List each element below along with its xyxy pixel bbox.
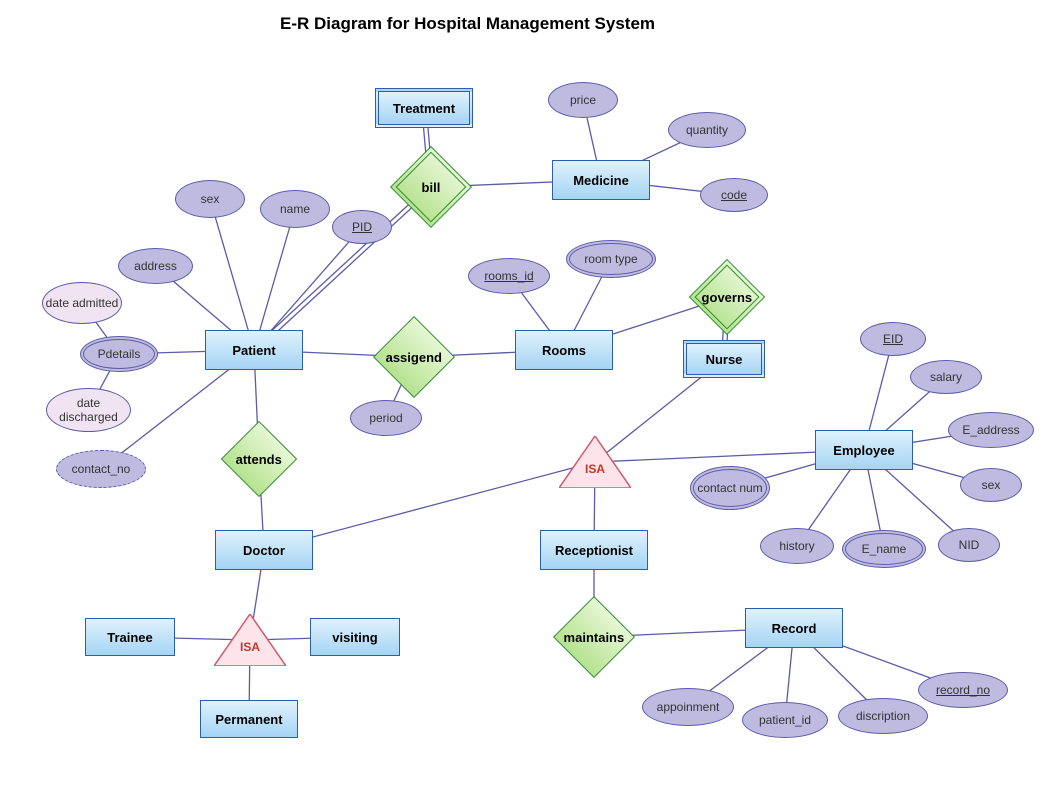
entity-label: Record bbox=[772, 621, 817, 636]
attribute-label: E_address bbox=[962, 423, 1019, 437]
relationship-maintains: maintains bbox=[553, 596, 635, 678]
entity-receptionist: Receptionist bbox=[540, 530, 648, 570]
relationship-assigend: assigend bbox=[373, 316, 455, 398]
attribute-label: price bbox=[570, 93, 596, 107]
attribute-pdetails: Pdetails bbox=[80, 336, 158, 372]
entity-patient: Patient bbox=[205, 330, 303, 370]
entity-label: Permanent bbox=[215, 712, 282, 727]
entity-permanent: Permanent bbox=[200, 700, 298, 738]
relationship-label: assigend bbox=[386, 350, 442, 365]
attribute-e_name: E_name bbox=[842, 530, 926, 568]
attribute-label: sex bbox=[201, 192, 220, 206]
entity-label: Medicine bbox=[573, 173, 629, 188]
relationship-bill: bill bbox=[390, 146, 472, 228]
attribute-pid: PID bbox=[332, 210, 392, 244]
entity-label: visiting bbox=[332, 630, 378, 645]
attribute-label: code bbox=[721, 188, 747, 202]
attribute-eid: EID bbox=[860, 322, 926, 356]
attribute-appoinment: appoinment bbox=[642, 688, 734, 726]
attribute-label: rooms_id bbox=[484, 269, 533, 283]
attribute-label: name bbox=[280, 202, 310, 216]
entity-visiting: visiting bbox=[310, 618, 400, 656]
attribute-code: code bbox=[700, 178, 768, 212]
relationship-label: governs bbox=[702, 289, 753, 304]
relationship-label: maintains bbox=[564, 630, 625, 645]
entity-treatment: Treatment bbox=[375, 88, 473, 128]
attribute-contact_num: contact num bbox=[690, 466, 770, 510]
entity-nurse: Nurse bbox=[683, 340, 765, 378]
entity-rooms: Rooms bbox=[515, 330, 613, 370]
attribute-rooms_id: rooms_id bbox=[468, 258, 550, 294]
entity-record: Record bbox=[745, 608, 843, 648]
relationship-label: bill bbox=[422, 180, 441, 195]
attribute-label: NID bbox=[959, 538, 980, 552]
entity-label: Nurse bbox=[706, 352, 743, 367]
attribute-address: address bbox=[118, 248, 193, 284]
attribute-label: EID bbox=[883, 332, 903, 346]
attribute-label: quantity bbox=[686, 123, 728, 137]
diagram-title: E-R Diagram for Hospital Management Syst… bbox=[280, 14, 655, 34]
attribute-contact_no: contact_no bbox=[56, 450, 146, 488]
attribute-label: contact num bbox=[697, 481, 762, 495]
attribute-label: record_no bbox=[936, 683, 990, 697]
attribute-nid: NID bbox=[938, 528, 1000, 562]
attribute-name: name bbox=[260, 190, 330, 228]
attribute-sex_p: sex bbox=[175, 180, 245, 218]
attribute-quantity: quantity bbox=[668, 112, 746, 148]
attribute-label: patient_id bbox=[759, 713, 811, 727]
attribute-e_address: E_address bbox=[948, 412, 1034, 448]
entity-medicine: Medicine bbox=[552, 160, 650, 200]
isa-label: ISA bbox=[585, 462, 605, 476]
attribute-label: Pdetails bbox=[98, 347, 141, 361]
attribute-sex_e: sex bbox=[960, 468, 1022, 502]
attribute-label: history bbox=[779, 539, 814, 553]
attribute-date_dis: date discharged bbox=[46, 388, 131, 432]
edge-layer bbox=[0, 0, 1043, 789]
attribute-label: address bbox=[134, 259, 177, 273]
entity-label: Patient bbox=[232, 343, 275, 358]
attribute-label: E_name bbox=[862, 542, 907, 556]
attribute-history: history bbox=[760, 528, 834, 564]
attribute-period: period bbox=[350, 400, 422, 436]
attribute-label: sex bbox=[982, 478, 1001, 492]
er-diagram-canvas: E-R Diagram for Hospital Management Syst… bbox=[0, 0, 1043, 789]
entity-label: Doctor bbox=[243, 543, 285, 558]
attribute-label: discription bbox=[856, 709, 910, 723]
attribute-patient_id: patient_id bbox=[742, 702, 828, 738]
attribute-label: appoinment bbox=[657, 700, 720, 714]
attribute-record_no: record_no bbox=[918, 672, 1008, 708]
attribute-price: price bbox=[548, 82, 618, 118]
attribute-label: contact_no bbox=[72, 462, 131, 476]
entity-employee: Employee bbox=[815, 430, 913, 470]
attribute-date_adm: date admitted bbox=[42, 282, 122, 324]
entity-label: Trainee bbox=[107, 630, 153, 645]
attribute-salary: salary bbox=[910, 360, 982, 394]
attribute-label: date discharged bbox=[47, 396, 130, 424]
entity-label: Treatment bbox=[393, 101, 455, 116]
attribute-label: PID bbox=[352, 220, 372, 234]
attribute-room_type: room type bbox=[566, 240, 656, 278]
isa-label: ISA bbox=[240, 640, 260, 654]
attribute-label: room type bbox=[584, 252, 637, 266]
attribute-label: date admitted bbox=[46, 296, 119, 310]
relationship-attends: attends bbox=[221, 421, 297, 497]
entity-label: Rooms bbox=[542, 343, 586, 358]
relationship-governs: governs bbox=[689, 259, 765, 335]
relationship-label: attends bbox=[236, 451, 282, 466]
attribute-label: salary bbox=[930, 370, 962, 384]
attribute-label: period bbox=[369, 411, 402, 425]
entity-trainee: Trainee bbox=[85, 618, 175, 656]
attribute-discription: discription bbox=[838, 698, 928, 734]
entity-doctor: Doctor bbox=[215, 530, 313, 570]
entity-label: Receptionist bbox=[555, 543, 633, 558]
entity-label: Employee bbox=[833, 443, 894, 458]
